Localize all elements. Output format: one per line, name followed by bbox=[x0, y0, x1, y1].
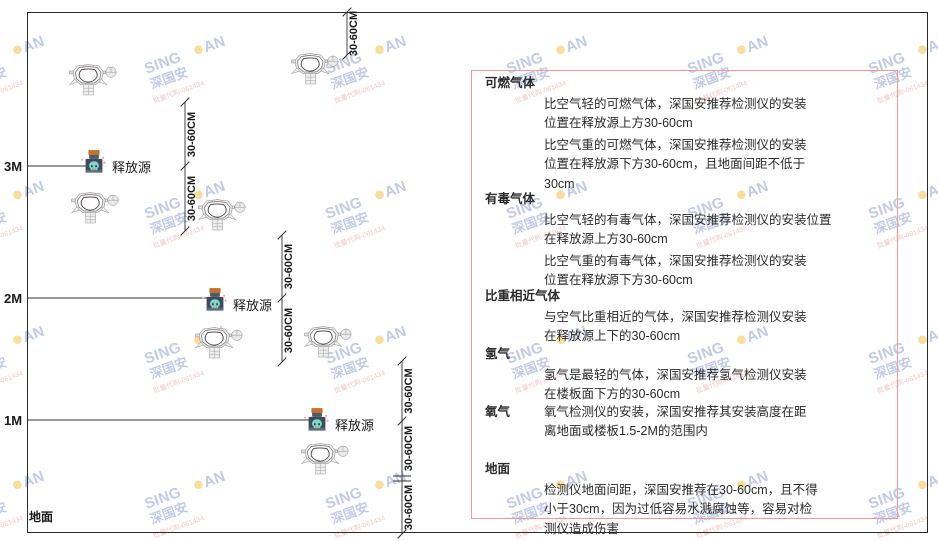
svg-text:30-60CM: 30-60CM bbox=[348, 11, 360, 56]
svg-text:30-60CM: 30-60CM bbox=[283, 308, 295, 353]
svg-text:30-60CM: 30-60CM bbox=[186, 112, 198, 157]
svg-text:30-60CM: 30-60CM bbox=[403, 368, 415, 413]
svg-text:30-60CM: 30-60CM bbox=[403, 485, 415, 530]
svg-text:30-60CM: 30-60CM bbox=[283, 244, 295, 289]
svg-text:30-60CM: 30-60CM bbox=[403, 426, 415, 471]
